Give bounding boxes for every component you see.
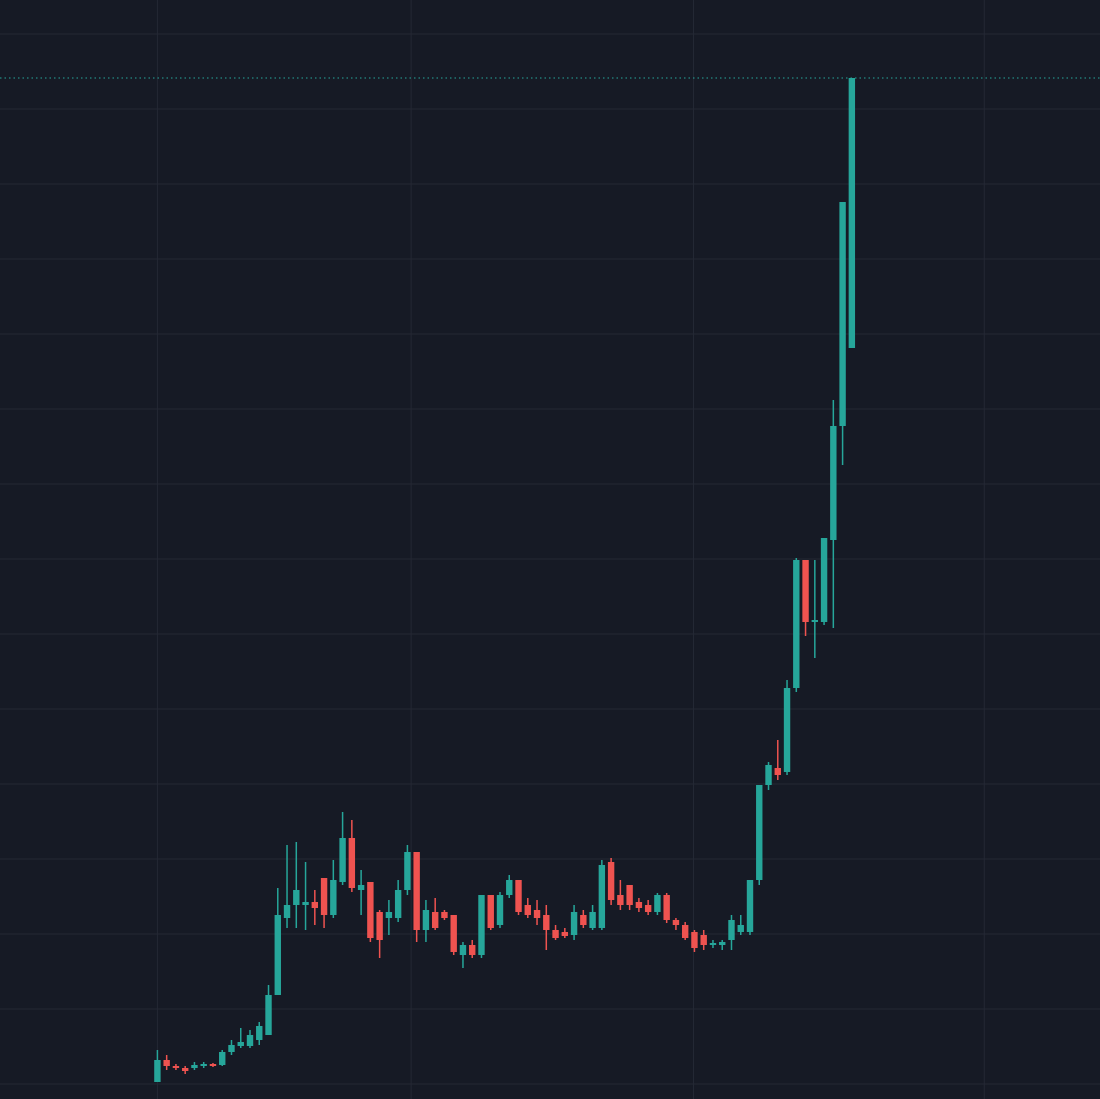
candle-body [663,895,670,920]
candle-body [765,765,772,785]
candle-body [737,925,744,932]
candle-body [774,768,781,775]
candle-body [839,202,846,426]
candle-body [431,912,439,928]
candle-body [700,935,707,945]
candle-body [163,1060,170,1066]
candle-body [311,902,319,908]
candle-body [756,785,763,880]
candle-body [570,912,578,935]
candle-body [783,688,791,772]
candle-body [654,895,661,912]
candle-body [515,880,522,912]
candle-body [626,885,633,905]
candle-body [635,902,643,908]
candle-body [598,865,606,928]
candle-body [533,910,541,918]
candle-body [709,943,717,945]
candle-body [339,838,346,882]
candle-body [672,920,680,925]
candle-body [274,915,281,995]
candle-body [496,895,504,925]
candle-body [357,885,365,890]
candle-body [376,912,383,940]
candle-body [154,1060,161,1082]
candle-body [256,1026,263,1040]
candle-body [367,882,374,938]
candle-body [830,426,837,540]
candle-body [441,912,448,918]
candle-body [561,932,569,936]
candle-body [172,1066,180,1068]
candle-body [644,905,652,912]
candle-body [191,1065,198,1068]
candle-body [811,620,819,622]
candle-body [209,1064,217,1066]
candle-body [719,942,726,945]
candle-body [487,895,494,928]
candle-body [385,912,393,918]
candle-body [219,1052,226,1065]
candle-body [793,560,800,688]
candle-body [330,880,337,915]
candle-body [181,1068,189,1071]
candle-body [543,915,550,930]
candle-body [283,905,291,918]
candle-body [459,945,467,955]
candle-body [506,880,513,895]
candle-body [320,878,328,915]
candle-body [469,945,476,955]
candle-body [404,852,411,890]
candle-body [246,1035,254,1046]
candle-body [728,920,735,940]
candle-body [580,915,587,925]
candle-body [524,905,531,915]
candle-body [302,902,309,905]
candle-body [552,930,559,938]
candle-body [848,78,856,348]
candle-body [265,995,272,1035]
candle-body [746,880,754,932]
candle-body [617,895,624,905]
candle-body [450,915,457,952]
candle-body [681,925,689,938]
candle-body [237,1042,244,1046]
candle-body [293,890,300,905]
candle-body [802,560,809,622]
candle-body [589,912,596,928]
candle-body [228,1045,235,1052]
candle-body [607,862,615,900]
candle-body [820,538,828,622]
candle-body [422,910,430,930]
candle-body [478,895,485,955]
candle-body [413,852,420,930]
candle-body [200,1064,207,1066]
candle-body [348,838,356,888]
candle-body [691,932,698,948]
candle-body [394,890,402,918]
